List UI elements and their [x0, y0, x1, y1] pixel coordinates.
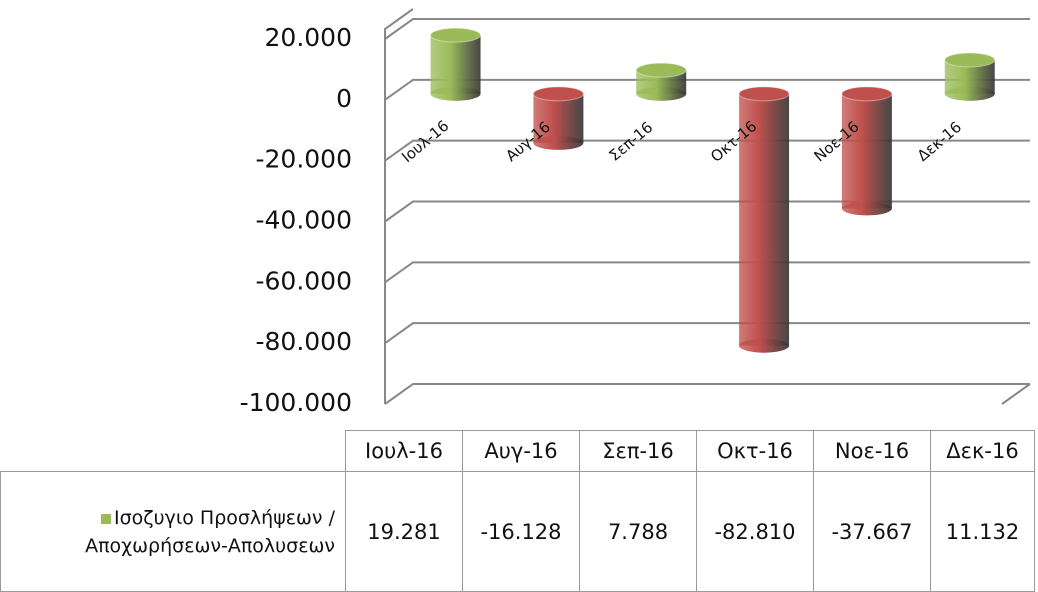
value-cell: 11.132	[930, 471, 1035, 592]
y-tick-label: -20.000	[256, 145, 353, 174]
header-cell: Οκτ-16	[696, 430, 814, 472]
bar-top	[738, 86, 790, 102]
data-table: Ιουλ-16 Αυγ-16 Σεπ-16 Οκτ-16 Νοε-16 Δεκ-16 Ισ…	[0, 430, 1035, 592]
value-cell: -82.810	[696, 471, 814, 592]
y-tick-label: -60.000	[256, 266, 353, 295]
value-cell: 19.281	[345, 471, 463, 592]
back-wall-edge	[384, 8, 414, 404]
y-tick-label: -100.000	[240, 388, 352, 417]
bar	[533, 93, 584, 143]
y-tick-label: 20.000	[265, 23, 352, 52]
grid-line	[384, 139, 1030, 162]
value-cell: 7.788	[579, 471, 697, 592]
header-cell: Σεπ-16	[579, 430, 697, 472]
legend-swatch	[100, 513, 111, 524]
header-cell: Ιουλ-16	[345, 430, 463, 472]
header-cell: Νοε-16	[813, 430, 931, 472]
bar-top	[532, 86, 584, 102]
header-cell: Αυγ-16	[462, 430, 580, 472]
y-tick-label: -80.000	[256, 327, 353, 356]
header-cell: Δεκ-16	[930, 430, 1035, 472]
value-cell: -37.667	[813, 471, 931, 592]
y-tick-label: 0	[336, 84, 352, 113]
grid-line	[384, 261, 1030, 284]
bar	[739, 93, 790, 346]
grid-line	[384, 200, 1030, 223]
bar-top	[430, 27, 482, 43]
bar	[430, 35, 481, 94]
legend-cell: Ισοζυγιο Προσλήψεων / Αποχωρήσεων-Απολυσ…	[0, 471, 346, 592]
value-cell: -16.128	[462, 471, 580, 592]
y-tick-label: -40.000	[256, 206, 353, 235]
bar-top	[841, 86, 893, 102]
chart: 20.000 0 -20.000 -40.000 -60.000 -80.000 -100.…	[240, 8, 1031, 417]
legend-label: Ισοζυγιο Προσλήψεων / Αποχωρήσεων-Απολυσ…	[85, 506, 335, 557]
grid-line	[384, 18, 1030, 40]
bar	[841, 93, 892, 209]
bar-top	[944, 52, 996, 68]
grid-line	[384, 383, 1030, 405]
grid-line	[384, 78, 1030, 101]
bar-top	[635, 62, 687, 78]
grid-line	[384, 322, 1030, 344]
right-edge	[1001, 383, 1031, 405]
